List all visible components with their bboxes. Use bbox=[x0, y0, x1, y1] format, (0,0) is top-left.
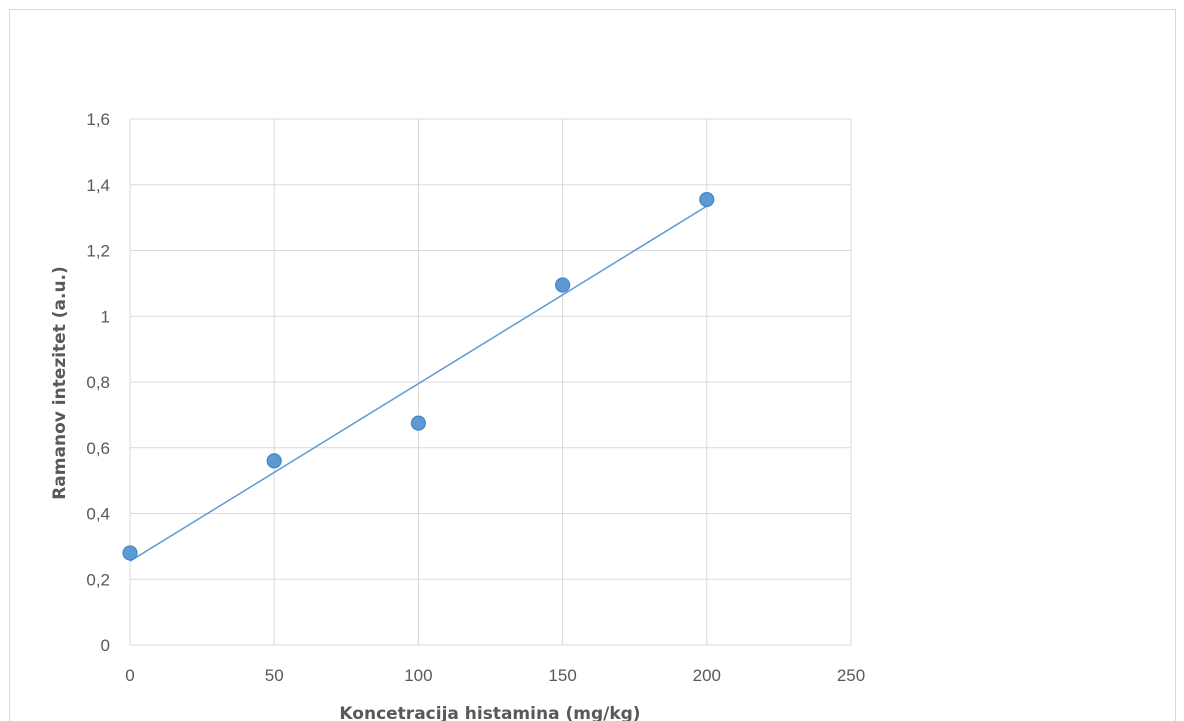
y-tick-label-6: 1,2 bbox=[86, 242, 110, 261]
x-tick-label-2: 100 bbox=[404, 666, 432, 685]
y-axis-title: Ramanov intezitet (a.u.) bbox=[50, 266, 70, 500]
data-point-3 bbox=[554, 277, 571, 293]
x-axis-title: Koncetracija histamina (mg/kg) bbox=[339, 704, 640, 721]
x-tick-label-1: 50 bbox=[265, 666, 284, 685]
y-tick-label-4: 0,8 bbox=[86, 373, 110, 392]
x-tick-label-3: 150 bbox=[548, 666, 576, 685]
x-axis-tick-labels: 0 50 100 150 200 250 bbox=[125, 666, 865, 685]
x-tick-label-4: 200 bbox=[693, 666, 721, 685]
y-tick-label-8: 1,6 bbox=[86, 110, 110, 129]
data-point-0 bbox=[122, 545, 138, 561]
trendline-group bbox=[129, 205, 708, 562]
y-tick-label-1: 0,2 bbox=[86, 570, 110, 589]
x-tick-label-0: 0 bbox=[125, 666, 134, 685]
data-point-1 bbox=[266, 453, 282, 469]
data-point-4 bbox=[699, 191, 715, 208]
y-tick-label-0: 0 bbox=[101, 636, 110, 655]
y-tick-label-3: 0,6 bbox=[86, 439, 110, 458]
linear-trendline bbox=[129, 205, 708, 562]
y-tick-label-7: 1,4 bbox=[86, 176, 110, 195]
chart-area bbox=[9, 9, 1176, 721]
y-axis-tick-labels: 0 0,2 0,4 0,6 0,8 1 1,2 1,4 1,6 bbox=[86, 110, 110, 655]
y-tick-label-5: 1 bbox=[101, 307, 110, 326]
y-tick-label-2: 0,4 bbox=[86, 505, 110, 524]
x-tick-label-5: 250 bbox=[837, 666, 865, 685]
gridlines bbox=[129, 118, 852, 646]
data-point-2 bbox=[410, 415, 426, 431]
data-points bbox=[122, 191, 715, 561]
